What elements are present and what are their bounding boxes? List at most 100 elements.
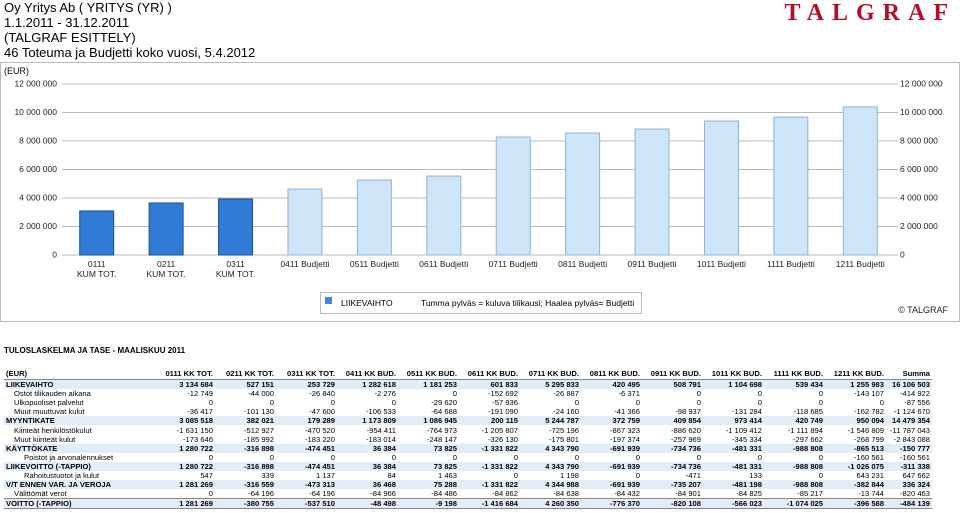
- cell: 1 282 618: [362, 380, 396, 390]
- row-label: LIIKEVAIHTO: [6, 380, 54, 390]
- cell: -87 556: [904, 398, 930, 408]
- cell: 1 181 253: [423, 380, 457, 390]
- cell: -101 130: [244, 407, 274, 417]
- table-row: LIIKEVOITTO (-TAPPIO) 1 280 722 -316 898 -4…: [4, 461, 932, 471]
- cell: 1 280 722: [179, 443, 213, 453]
- cell: 1 463: [437, 470, 457, 480]
- cell: -954 411: [366, 425, 396, 435]
- y2-tick-label: 0: [900, 249, 905, 259]
- cell: -1 074 025: [786, 499, 823, 509]
- bar: [287, 188, 323, 256]
- cell: -776 370: [610, 499, 640, 509]
- cell: -9 198: [435, 499, 457, 509]
- cell: 420 749: [795, 416, 823, 426]
- table-row: Ulkopuoliset palvelut 0 0 0 0 -29 620 -57 936 0…: [4, 398, 932, 407]
- x-tick-label: 1211 Budjetti: [835, 259, 885, 269]
- cell: -152 692: [488, 389, 518, 399]
- cell: -248 147: [427, 434, 457, 444]
- cell: 0: [879, 398, 884, 408]
- row-label: Välittömät verot: [14, 489, 67, 499]
- cell: -150 777: [900, 443, 930, 453]
- cell: 0: [818, 470, 823, 480]
- cell: -326 130: [488, 434, 518, 444]
- cell: 0: [818, 389, 823, 399]
- cell: -474 451: [305, 461, 335, 471]
- bar: [218, 198, 254, 256]
- row-label: Kiinteät henkilöstökulut: [14, 425, 92, 435]
- header-row: (EUR) 0111 KK TOT. 0211 KK TOT. 0311 KK TOT…: [4, 367, 932, 380]
- cell: 1 198: [559, 470, 579, 480]
- cell: 75 288: [433, 480, 457, 490]
- row-label: Muut kiinteät kulut: [14, 434, 76, 444]
- cell: -725 196: [549, 425, 579, 435]
- column-header: 0611 KK BUD.: [467, 368, 518, 378]
- column-header: 0311 KK TOT.: [287, 368, 335, 378]
- cell: -48 498: [370, 499, 396, 509]
- cell: 16 106 503: [891, 380, 930, 390]
- cell: -185 992: [244, 434, 274, 444]
- x-tick-label: 0311 KUM TOT.: [215, 259, 256, 279]
- cell: -84 966: [370, 489, 396, 499]
- row-label: Rahoitustuotot ja kulut: [24, 470, 100, 480]
- cell: -691 939: [610, 480, 640, 490]
- cell: -12 749: [187, 389, 213, 399]
- cell: -1 631 150: [176, 425, 213, 435]
- cell: -1 331 822: [481, 480, 518, 490]
- cell: -1 331 822: [481, 443, 518, 453]
- cell: 0: [574, 452, 579, 462]
- cell: 508 791: [673, 380, 701, 390]
- cell: -473 313: [305, 480, 335, 490]
- cell: -988 808: [793, 480, 823, 490]
- cell: 0: [452, 389, 457, 399]
- cell: 527 151: [246, 380, 274, 390]
- table-title: TULOSLASKELMA JA TASE - MAALISKUU 2011: [4, 346, 186, 355]
- row-label: MYYNTIKATE: [6, 416, 55, 426]
- cell: 0: [452, 452, 457, 462]
- cell: 0: [391, 398, 396, 408]
- cell: 1 137: [315, 470, 335, 480]
- cell: -11 787 043: [890, 425, 930, 435]
- cell: 179 289: [307, 416, 335, 426]
- bar: [703, 120, 739, 256]
- bar: [356, 179, 392, 256]
- cell: 1 104 698: [728, 380, 762, 390]
- cell: 420 495: [612, 380, 640, 390]
- bar: [634, 128, 670, 256]
- cell: -2 276: [374, 389, 396, 399]
- cell: 133: [749, 470, 762, 480]
- row-label: KÄYTTÖKATE: [6, 443, 58, 453]
- y2-tick-label: 8 000 000: [900, 135, 938, 145]
- table-row: Välittömät verot 0 -64 196 -64 196 -84 966 -8…: [4, 489, 932, 499]
- table-row: MYYNTIKATE 3 085 518 382 021 179 289 1 173 8…: [4, 416, 932, 426]
- cell: 647 662: [902, 470, 930, 480]
- cell: -84 486: [431, 489, 457, 499]
- cell: 4 344 988: [545, 480, 579, 490]
- cell: 0: [208, 489, 213, 499]
- cell: 372 759: [612, 416, 640, 426]
- cell: 1 173 809: [362, 416, 396, 426]
- chart: 0 2 000 000 4 000 000 6 000 000 8 000 000 10 …: [14, 78, 943, 259]
- column-header: 0411 KK BUD.: [345, 368, 396, 378]
- cell: -474 451: [305, 443, 335, 453]
- cell: -268 799: [854, 434, 884, 444]
- cell: 14 479 354: [891, 416, 930, 426]
- cell: 73 825: [433, 461, 457, 471]
- cell: -414 922: [900, 389, 930, 399]
- cell: 0: [757, 389, 762, 399]
- legend-entry: LIIKEVAIHTO: [341, 298, 393, 308]
- cell: -84 901: [675, 489, 701, 499]
- cell: -160 561: [854, 452, 884, 462]
- cell: -64 688: [431, 407, 457, 417]
- cell: -41 366: [614, 407, 640, 417]
- table-row: KÄYTTÖKATE 1 280 722 -316 898 -474 451 36 38…: [4, 443, 932, 453]
- legend-swatch: [325, 297, 332, 304]
- cell: -57 936: [492, 398, 518, 408]
- cell: 0: [757, 452, 762, 462]
- cell: -29 620: [431, 398, 457, 408]
- y2-tick-label: 12 000 000: [900, 78, 943, 88]
- cell: -24 160: [553, 407, 579, 417]
- cell: -691 939: [610, 461, 640, 471]
- y2-tick-label: 4 000 000: [900, 192, 938, 202]
- legend-note: Tumma pylväs = kuluva tilikausi; Haalea …: [421, 298, 635, 308]
- cell: -26 887: [553, 389, 579, 399]
